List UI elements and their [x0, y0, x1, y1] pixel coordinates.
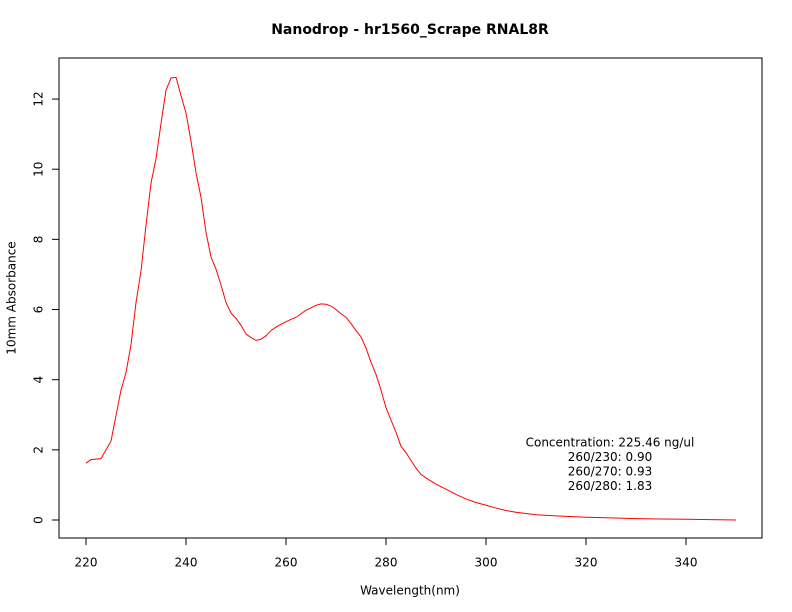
y-tick-label: 6 [32, 306, 46, 314]
y-tick-label: 0 [32, 516, 46, 524]
annotation: 260/230: 0.90 [568, 450, 652, 464]
x-tick-label: 320 [575, 556, 598, 570]
annotation: 260/270: 0.93 [568, 465, 652, 479]
data-line [85, 76, 737, 521]
chart-title: Nanodrop - hr1560_Scrape RNAL8R [271, 22, 549, 38]
y-tick-label: 4 [32, 376, 46, 384]
y-axis-label: 10mm Absorbance [5, 241, 19, 354]
x-tick-label: 260 [275, 556, 298, 570]
y-tick-label: 12 [32, 91, 46, 106]
y-tick-label: 8 [32, 236, 46, 244]
x-tick-label: 220 [75, 556, 98, 570]
annotation: Concentration: 225.46 ng/ul [526, 436, 695, 450]
plot-frame [58, 57, 763, 539]
x-tick-label: 240 [175, 556, 198, 570]
x-axis-label: Wavelength(nm) [360, 584, 460, 598]
x-tick-label: 340 [675, 556, 698, 570]
annotation: 260/280: 1.83 [568, 479, 652, 493]
y-tick-label: 10 [32, 162, 46, 177]
y-tick-label: 2 [32, 446, 46, 454]
x-tick-label: 280 [375, 556, 398, 570]
x-tick-label: 300 [475, 556, 498, 570]
